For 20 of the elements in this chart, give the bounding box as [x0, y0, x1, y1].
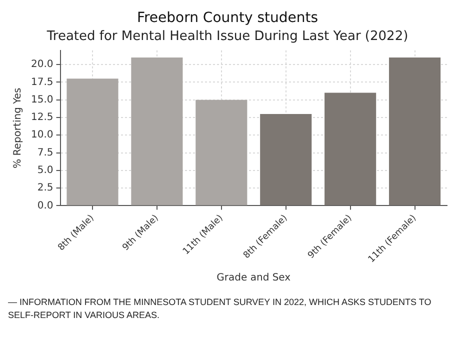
y-tick-label: 17.5	[31, 76, 54, 88]
y-tick-label: 10.0	[31, 130, 54, 141]
text: — INFORMATION FROM THE MINNESOTA STUDENT SURVEY IN 2022, WHICH ASKS STUDENTS TO SELF-REPORT IN VARIOUS AREAS.	[8, 296, 432, 322]
y-tick-label: 12.5	[31, 112, 54, 124]
bar	[196, 100, 248, 206]
bar	[388, 57, 441, 206]
y-axis-title: % Reporting Yes	[12, 88, 24, 168]
y-tick-label: 2.5	[37, 182, 54, 194]
bar	[324, 92, 376, 206]
chart-title: Freeborn County students	[136, 10, 318, 26]
y-tick-label: 15.0	[31, 94, 54, 106]
y-tick-label: 0.0	[37, 200, 54, 212]
bar	[131, 57, 183, 206]
bar	[66, 78, 118, 206]
chart-subtitle: Treated for Mental Health Issue During Last Year (2022)	[46, 28, 408, 44]
y-tick-label: 5.0	[37, 165, 54, 176]
y-tick-label: 7.5	[37, 147, 54, 158]
y-tick-label: 20.0	[31, 59, 54, 70]
x-axis-title: Grade and Sex	[216, 272, 291, 284]
bar	[260, 114, 312, 206]
